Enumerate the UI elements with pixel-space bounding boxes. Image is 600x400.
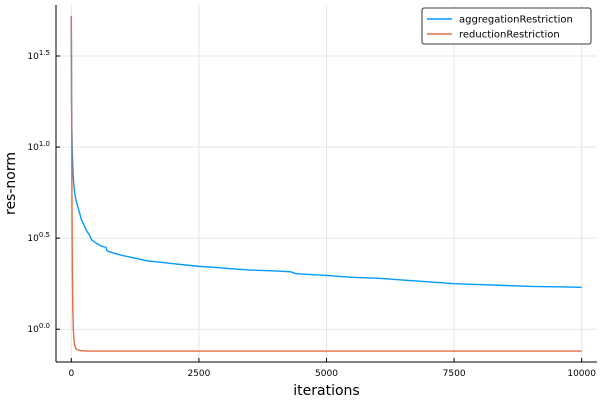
y-tick-exponent: 0.0	[39, 322, 50, 330]
y-tick-base: 10	[27, 52, 39, 62]
legend: aggregationRestriction reductionRestricti…	[421, 7, 592, 45]
x-tick-label: 7500	[443, 369, 466, 379]
y-tick-base: 10	[27, 325, 39, 335]
legend-box	[421, 7, 592, 45]
x-tick-label: 10000	[567, 369, 596, 379]
y-tick-exponent: 1.5	[39, 49, 50, 57]
series-line-reductionRestriction	[70, 15, 582, 352]
series-line-aggregationRestriction	[70, 15, 582, 289]
y-tick-base: 10	[27, 234, 39, 244]
x-tick-label: 0	[68, 369, 74, 379]
y-tick-label: 100.5	[27, 231, 50, 244]
x-tick-label: 5000	[315, 369, 338, 379]
x-axis-label: iterations	[293, 383, 359, 399]
legend-label: reductionRestriction	[459, 30, 560, 41]
y-tick-label: 100.0	[27, 322, 50, 335]
y-tick-label: 101.5	[27, 49, 50, 62]
x-tick-label: 2500	[187, 369, 210, 379]
y-axis-label: res-norm	[3, 152, 19, 215]
series-lines	[70, 15, 582, 352]
x-axis-ticks: 0 2500 5000 7500 10000	[68, 358, 596, 379]
y-tick-exponent: 1.0	[39, 140, 50, 148]
grid	[56, 5, 597, 362]
legend-label: aggregationRestriction	[459, 15, 573, 26]
y-tick-exponent: 0.5	[39, 231, 50, 239]
y-tick-base: 10	[27, 143, 39, 153]
y-tick-label: 101.0	[27, 140, 50, 153]
